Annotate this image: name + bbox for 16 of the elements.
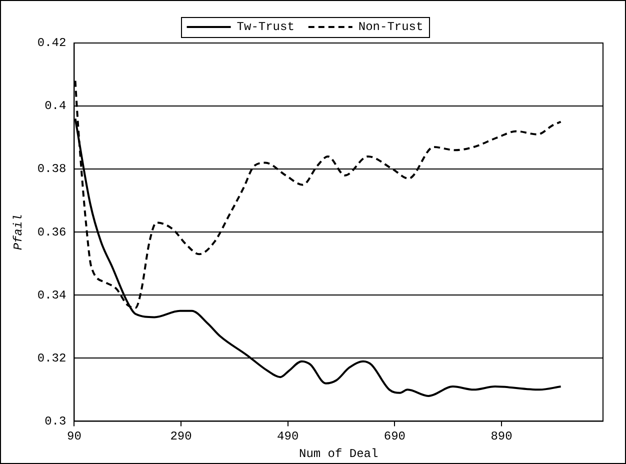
y-tick-label: 0.32 — [37, 351, 66, 366]
x-tick-label: 890 — [490, 430, 512, 444]
y-tick-label: 0.36 — [37, 225, 66, 240]
x-tick-label: 290 — [170, 430, 192, 444]
y-tick-label: 0.4 — [44, 99, 66, 114]
legend-label: Non-Trust — [358, 20, 424, 34]
x-tick-label: 490 — [277, 430, 299, 444]
x-tick-label: 90 — [67, 430, 82, 444]
x-tick-label: 690 — [384, 430, 406, 444]
y-tick-label: 0.38 — [37, 162, 66, 176]
legend-label: Tw-Trust — [236, 20, 294, 34]
y-axis-title: Pfail — [11, 214, 26, 250]
y-tick-label: 0.3 — [44, 414, 66, 428]
y-tick-label: 0.34 — [37, 288, 66, 302]
y-tick-label: 0.42 — [37, 36, 66, 50]
x-axis-title: Num of Deal — [298, 446, 378, 461]
